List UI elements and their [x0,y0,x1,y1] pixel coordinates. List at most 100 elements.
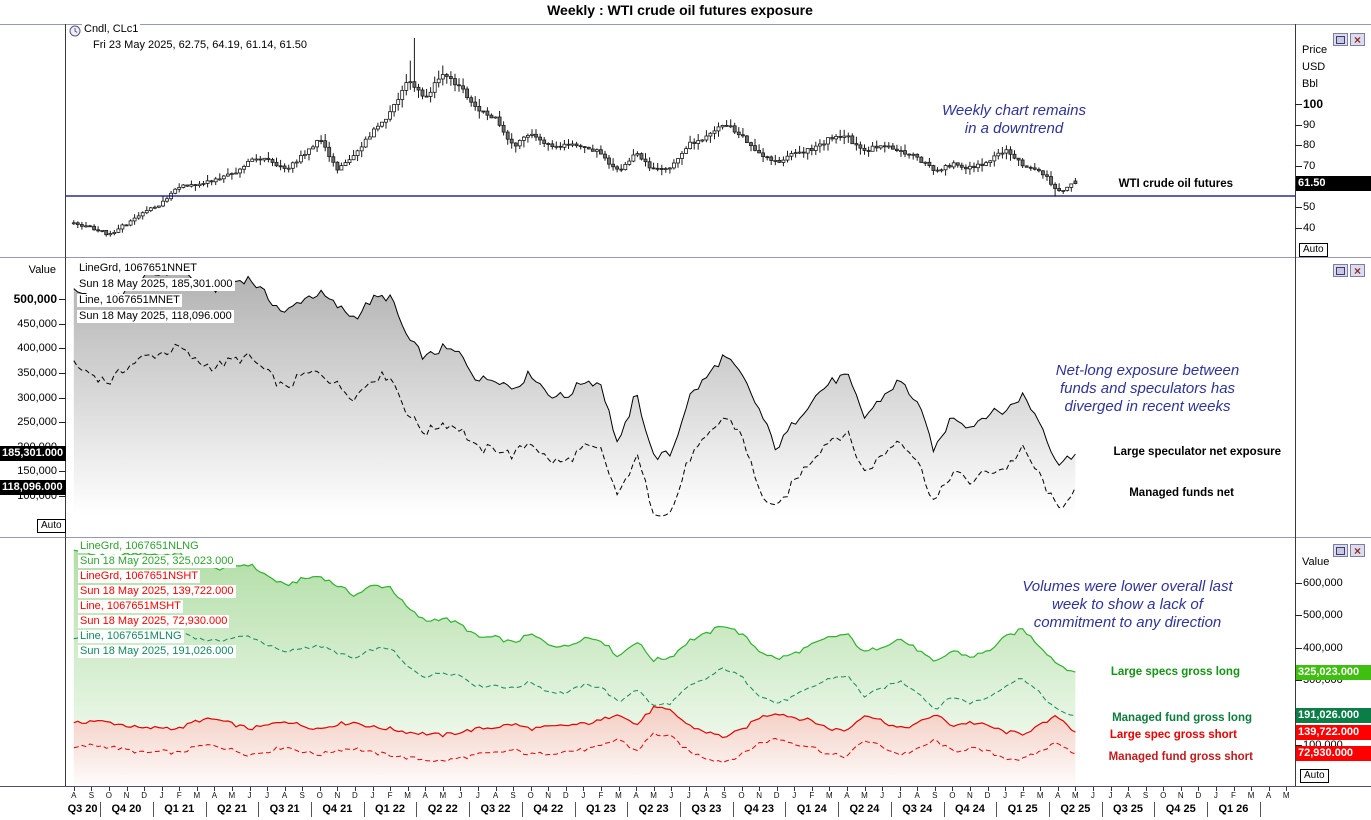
annotation-line-3: commitment to any direction [1033,614,1222,631]
month-letter: S [1142,791,1149,800]
y-tick-label: 350,000 [17,367,57,379]
y-tick-dash [59,324,66,325]
y-tick-label: 100 [1303,97,1324,111]
quarter-label: Q3 22 [480,803,511,815]
y-tick-label: 80 [1303,139,1316,151]
candle-legend-values[interactable]: Fri 23 May 2025, 62.75, 64.19, 61.14, 61… [91,39,310,52]
minimize-icon[interactable] [1333,264,1348,277]
panel1-window-controls: × [1333,33,1365,46]
month-letter: J [458,791,463,800]
month-letter: J [581,791,586,800]
month-letter: F [1020,791,1026,800]
quarter-separator [1049,802,1050,817]
close-icon[interactable]: × [1350,264,1365,277]
quarter-separator [574,802,576,817]
close-icon[interactable]: × [1350,544,1365,557]
month-tick [126,787,128,791]
panel2-auto-scale-button[interactable]: Auto [37,519,66,533]
minimize-glyph [1336,546,1345,555]
month-letter: M [439,791,447,800]
month-tick [864,787,866,791]
y-tick-dash [1295,745,1302,746]
panel3-auto-scale-button[interactable]: Auto [1300,769,1329,783]
mnet-legend-series[interactable]: Line, 1067651MNET [77,294,182,307]
month-tick [477,787,479,791]
month-letter: A [1055,791,1061,800]
quarter-separator [311,802,312,817]
month-tick [1022,787,1024,791]
month-letter: J [475,791,480,800]
month-letter: F [1231,791,1236,800]
quarter-label: Q3 25 [1113,803,1144,815]
month-letter: M [861,791,868,800]
month-letter: A [1125,791,1131,800]
nnet-legend-values[interactable]: Sun 18 May 2025, 185,301.000 [77,278,235,291]
y-tick-label: 400,000 [17,342,57,354]
msht-legend-series[interactable]: Line, 1067651MSHT [78,600,183,613]
mlng-legend-values[interactable]: Sun 18 May 2025, 191,026.000 [78,645,236,658]
close-icon[interactable]: × [1350,33,1365,46]
month-letter: D [352,791,358,800]
quarter-separator [100,802,102,817]
y-tick-label: 600,000 [1303,577,1343,589]
minimize-icon[interactable] [1333,33,1348,46]
y-tick-dash [59,471,66,472]
month-letter: O [527,791,534,800]
annotation-line-1: Volumes were lower overall last [1022,578,1233,595]
month-letter: M [1247,791,1255,800]
month-tick [319,787,321,791]
candle-legend-series[interactable]: Cndl, CLc1 [82,23,141,36]
month-tick [1075,787,1077,791]
mlng-legend-series[interactable]: Line, 1067651MLNG [78,630,184,643]
quarter-label: Q2 22 [427,803,458,815]
nsht-legend-series[interactable]: LineGrd, 1067651NSHT [78,570,201,583]
month-tick [952,787,954,791]
month-tick [1005,787,1007,791]
month-tick [442,787,444,791]
month-tick [267,787,269,791]
panel2-value-axis-title: Value [28,264,56,276]
month-tick [73,787,75,791]
quarter-separator [838,802,840,817]
quarter-label: Q4 20 [111,803,142,815]
month-tick [161,787,163,791]
month-letter: O [1160,791,1167,800]
month-letter: O [316,791,323,800]
month-tick [600,787,602,791]
panel1-auto-scale-button[interactable]: Auto [1299,243,1328,257]
month-letter: S [932,791,938,800]
month-tick [337,787,339,791]
quarter-label: Q3 24 [902,803,933,815]
month-tick [1251,787,1253,791]
quarter-separator [680,802,681,817]
mnet-legend-values[interactable]: Sun 18 May 2025, 118,096.000 [77,310,234,323]
nsht-legend-values[interactable]: Sun 18 May 2025, 139,722.000 [78,585,236,598]
month-letter: A [422,791,428,800]
quarter-separator [469,802,471,817]
month-tick [969,787,971,791]
month-tick [776,787,778,791]
month-tick [811,787,813,791]
month-letter: S [510,791,516,800]
month-tick [987,787,989,791]
quarter-separator [1101,802,1103,817]
nnet-legend-series[interactable]: LineGrd, 1067651NNET [77,262,200,275]
y-tick-label: 450,000 [17,318,57,330]
clock-icon [69,25,81,37]
y-tick-label: 250,000 [17,416,57,428]
month-tick [1057,787,1059,791]
nlng-legend-values[interactable]: Sun 18 May 2025, 325,023.000 [78,555,236,568]
month-tick [846,787,848,791]
month-tick [671,787,673,791]
minimize-icon[interactable] [1333,544,1348,557]
nlng-legend-series[interactable]: LineGrd, 1067651NLNG [78,540,201,553]
msht-legend-values[interactable]: Sun 18 May 2025, 72,930.000 [78,615,230,628]
month-tick [179,787,181,791]
month-letter: D [141,791,147,800]
y-tick-label: 300,000 [17,392,57,404]
month-letter: D [562,791,569,800]
panel3-value-axis-title: Value [1302,556,1330,568]
y-tick-dash [59,299,66,300]
